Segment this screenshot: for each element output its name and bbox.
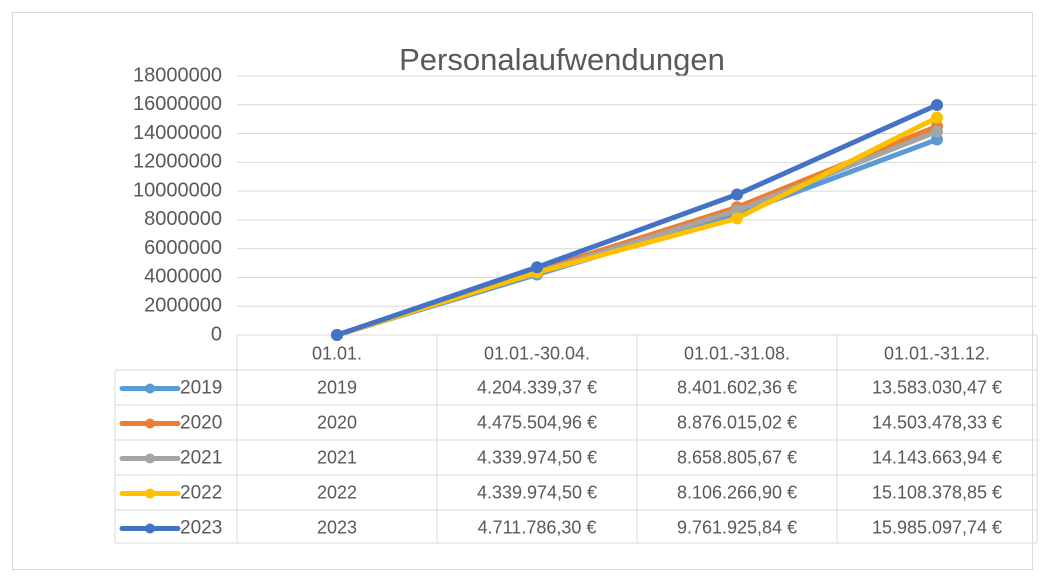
- legend-marker: [145, 523, 155, 534]
- chart-border: [12, 12, 1033, 570]
- table-cell: 8.658.805,67 €: [677, 447, 797, 467]
- y-tick-label: 2000000: [144, 295, 222, 317]
- table-cell: 2019: [317, 377, 357, 397]
- table-cell: 15.108.378,85 €: [872, 482, 1002, 502]
- y-tick-label: 0: [211, 323, 222, 345]
- table-cell: 15.985.097,74 €: [872, 517, 1002, 537]
- legend-marker: [145, 418, 155, 429]
- data-point: [931, 111, 943, 124]
- legend-label: 2022: [180, 483, 222, 504]
- y-tick-label: 8000000: [144, 208, 222, 230]
- table-cell: 8.876.015,02 €: [677, 412, 797, 432]
- y-tick-label: 14000000: [133, 122, 222, 144]
- table-cell: 2022: [317, 482, 357, 502]
- table-cell: 14.503.478,33 €: [872, 412, 1002, 432]
- table-cell: 4.475.504,96 €: [477, 412, 597, 432]
- table-cell: 4.204.339,37 €: [477, 377, 597, 397]
- y-tick-label: 16000000: [133, 93, 222, 115]
- legend-marker: [145, 488, 155, 499]
- x-tick-label: 01.01.-31.12.: [884, 343, 990, 363]
- table-cell: 9.761.925,84 €: [677, 517, 797, 537]
- x-tick-label: 01.01.: [312, 343, 362, 363]
- x-tick-label: 01.01.-30.04.: [484, 343, 590, 363]
- data-point: [331, 329, 343, 341]
- data-point: [931, 98, 943, 111]
- data-point: [931, 125, 943, 138]
- series-line: [336, 102, 939, 338]
- table-cell: 2023: [317, 517, 357, 537]
- table-cell: 4.339.974,50 €: [477, 482, 597, 502]
- table-cell: 8.401.602,36 €: [677, 377, 797, 397]
- data-point: [531, 261, 543, 274]
- y-tick-label: 6000000: [144, 237, 222, 259]
- legend-label: 2020: [180, 413, 222, 434]
- legend-marker: [145, 383, 155, 394]
- table-cell: 2021: [317, 447, 357, 467]
- legend-marker: [145, 453, 155, 464]
- legend-label: 2019: [180, 378, 222, 399]
- y-tick-label: 12000000: [133, 151, 222, 173]
- data-point: [731, 188, 743, 201]
- table-cell: 4.711.786,30 €: [478, 517, 597, 537]
- table-cell: 13.583.030,47 €: [872, 377, 1002, 397]
- y-tick-label: 18000000: [133, 64, 222, 86]
- table-cell: 4.339.974,50 €: [477, 447, 597, 467]
- chart-title: Personalaufwendungen: [399, 42, 725, 77]
- table-cell: 8.106.266,90 €: [677, 482, 797, 502]
- legend-label: 2021: [180, 448, 222, 469]
- data-point: [731, 212, 743, 225]
- x-tick-label: 01.01.-31.08.: [684, 343, 790, 363]
- table-cell: 14.143.663,94 €: [872, 447, 1002, 467]
- y-tick-label: 4000000: [144, 266, 222, 288]
- table-cell: 2020: [317, 412, 357, 432]
- series-line: [336, 115, 939, 338]
- y-tick-label: 10000000: [133, 179, 222, 201]
- legend-label: 2023: [180, 518, 222, 539]
